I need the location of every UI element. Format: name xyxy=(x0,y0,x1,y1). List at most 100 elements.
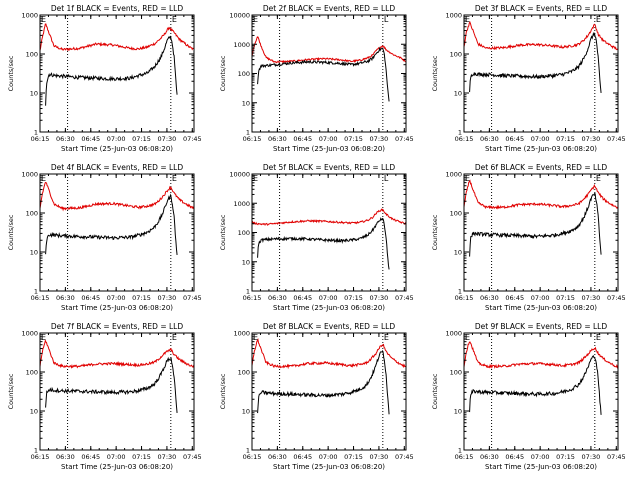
y-tick-label: 100 xyxy=(26,51,38,59)
y-tick-label: 1 xyxy=(34,288,38,296)
plot-frame xyxy=(39,173,195,292)
events-series-line xyxy=(45,356,178,414)
events-series-line xyxy=(45,193,178,255)
flag-marker-label: E xyxy=(41,174,46,183)
lld-series-line xyxy=(251,337,407,370)
events-series-line xyxy=(469,31,602,94)
x-tick-label: 07:45 xyxy=(183,294,202,302)
chart-panel-6: Det 6f BLACK = Events, RED = LLD Counts/s… xyxy=(431,163,626,312)
lld-series-line xyxy=(463,341,619,369)
flag-marker-label: E xyxy=(172,333,177,342)
x-tick-label: 07:45 xyxy=(395,135,414,143)
y-tick-label: 10 xyxy=(454,408,462,416)
y-axis-label: Counts/sec xyxy=(219,373,227,409)
x-tick-label: 06:45 xyxy=(505,294,524,302)
y-tick-label: 1 xyxy=(458,288,462,296)
y-tick-label: 1 xyxy=(246,288,250,296)
x-tick-label: 07:00 xyxy=(319,135,338,143)
y-tick-label: 1000 xyxy=(445,330,462,338)
chart-title: Det 5f BLACK = Events, RED = LLD xyxy=(263,163,396,172)
x-axis-label: Start Time (25-Jun-03 06:08:20) xyxy=(273,145,385,153)
y-axis-label: Counts/sec xyxy=(431,373,439,409)
x-tick-label: 07:00 xyxy=(107,135,126,143)
x-axis-label: Start Time (25-Jun-03 06:08:20) xyxy=(485,463,597,471)
x-tick-label: 07:45 xyxy=(607,453,626,461)
chart-title: Det 7f BLACK = Events, RED = LLD xyxy=(51,322,184,331)
x-tick-label: 07:00 xyxy=(531,453,550,461)
x-tick-label: 06:15 xyxy=(243,453,262,461)
y-tick-label: 10 xyxy=(454,249,462,257)
events-series-line xyxy=(257,217,390,270)
x-tick-label: 07:30 xyxy=(582,453,601,461)
plot-frame xyxy=(463,173,619,292)
x-tick-label: 07:45 xyxy=(395,294,414,302)
y-tick-label: 100 xyxy=(26,369,38,377)
x-tick-label: 06:45 xyxy=(293,453,312,461)
lld-series-line xyxy=(39,181,195,212)
x-tick-label: 06:30 xyxy=(56,453,75,461)
flag-marker-label: L xyxy=(384,174,389,183)
x-axis-label: Start Time (25-Jun-03 06:08:20) xyxy=(273,304,385,312)
y-tick-label: 1000 xyxy=(445,171,462,179)
flag-marker-label: E xyxy=(41,333,46,342)
flag-marker-label: E xyxy=(41,15,46,24)
y-tick-label: 10 xyxy=(242,408,250,416)
lld-series-line xyxy=(39,23,195,52)
y-tick-label: 10 xyxy=(242,99,250,107)
y-tick-label: 10 xyxy=(242,258,250,266)
y-tick-label: 100 xyxy=(238,70,250,78)
plot-frame xyxy=(39,332,195,451)
x-axis-label: Start Time (25-Jun-03 06:08:20) xyxy=(485,304,597,312)
y-axis-label: Counts/sec xyxy=(431,55,439,91)
x-tick-label: 06:45 xyxy=(293,294,312,302)
events-series-line xyxy=(469,193,602,257)
chart-panel-9: Det 9f BLACK = Events, RED = LLD Counts/s… xyxy=(431,322,626,471)
x-tick-label: 07:45 xyxy=(607,294,626,302)
chart-title: Det 3f BLACK = Events, RED = LLD xyxy=(475,4,608,13)
y-tick-label: 1000 xyxy=(21,171,38,179)
x-tick-label: 06:30 xyxy=(268,135,287,143)
x-tick-label: 07:45 xyxy=(183,135,202,143)
flag-marker-label: E xyxy=(172,15,177,24)
flag-marker-label: E xyxy=(596,333,601,342)
chart-panel-2: Det 2f BLACK = Events, RED = LLD Counts/s… xyxy=(219,4,414,153)
x-tick-label: 06:45 xyxy=(505,453,524,461)
y-tick-label: 1 xyxy=(246,129,250,137)
y-tick-label: 100 xyxy=(450,210,462,218)
chart-title: Det 4f BLACK = Events, RED = LLD xyxy=(51,163,184,172)
x-tick-label: 07:30 xyxy=(370,294,389,302)
x-tick-label: 06:30 xyxy=(268,453,287,461)
chart-panel-5: Det 5f BLACK = Events, RED = LLD Counts/s… xyxy=(219,163,414,312)
x-axis-label: Start Time (25-Jun-03 06:08:20) xyxy=(61,463,173,471)
chart-title: Det 8f BLACK = Events, RED = LLD xyxy=(263,322,396,331)
flag-marker-label: E xyxy=(253,333,258,342)
x-tick-label: 07:30 xyxy=(370,453,389,461)
x-tick-label: 06:15 xyxy=(455,135,474,143)
y-tick-label: 100 xyxy=(238,229,250,237)
y-tick-label: 10 xyxy=(30,90,38,98)
y-tick-label: 1 xyxy=(458,129,462,137)
x-tick-label: 06:30 xyxy=(268,294,287,302)
x-tick-label: 07:00 xyxy=(107,453,126,461)
x-tick-label: 06:15 xyxy=(455,453,474,461)
y-tick-label: 100 xyxy=(450,51,462,59)
y-tick-label: 100 xyxy=(238,369,250,377)
x-tick-label: 06:45 xyxy=(81,453,100,461)
chart-title: Det 9f BLACK = Events, RED = LLD xyxy=(475,322,608,331)
y-tick-label: 1 xyxy=(34,447,38,455)
x-tick-label: 06:15 xyxy=(31,453,50,461)
x-tick-label: 07:45 xyxy=(607,135,626,143)
x-tick-label: 07:45 xyxy=(183,453,202,461)
chart-title: Det 6f BLACK = Events, RED = LLD xyxy=(475,163,608,172)
y-tick-label: 1000 xyxy=(233,41,250,49)
y-tick-label: 1000 xyxy=(21,12,38,20)
y-tick-label: 1 xyxy=(34,129,38,137)
x-tick-label: 06:15 xyxy=(31,135,50,143)
x-tick-label: 07:15 xyxy=(344,453,363,461)
chart-title: Det 2f BLACK = Events, RED = LLD xyxy=(263,4,396,13)
x-tick-label: 06:45 xyxy=(81,135,100,143)
x-tick-label: 06:15 xyxy=(243,135,262,143)
events-series-line xyxy=(257,349,390,415)
y-axis-label: Counts/sec xyxy=(219,55,227,91)
x-tick-label: 07:30 xyxy=(370,135,389,143)
